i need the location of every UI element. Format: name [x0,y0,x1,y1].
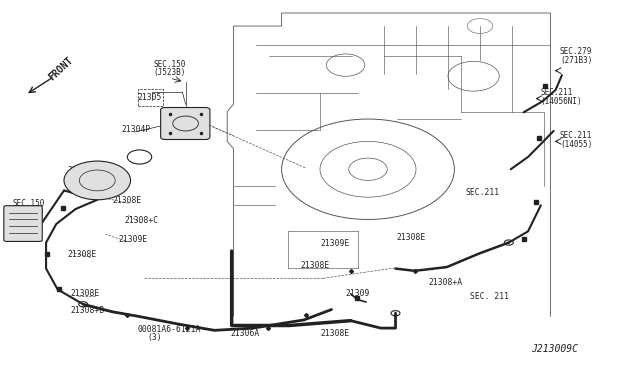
Text: SEC. 211: SEC. 211 [470,292,509,301]
Text: 21304P: 21304P [122,125,151,134]
Text: 21308E: 21308E [67,250,97,259]
Text: 21308E: 21308E [70,289,100,298]
Text: 21308E: 21308E [301,261,330,270]
Text: SEC.279: SEC.279 [560,47,593,56]
Text: 21308E: 21308E [112,196,141,205]
Text: (14056NI): (14056NI) [541,97,582,106]
Text: SEC.211: SEC.211 [560,131,593,140]
Text: 21309: 21309 [346,289,370,298]
Text: 21309E: 21309E [320,238,349,247]
Text: SEC.150: SEC.150 [13,199,45,208]
FancyBboxPatch shape [161,108,210,140]
Text: 21308+A: 21308+A [429,278,463,286]
Text: SEC.211: SEC.211 [466,188,500,197]
Text: 21305D: 21305D [67,166,97,175]
Text: FRONT: FRONT [47,55,75,83]
Text: 21308E: 21308E [320,328,349,337]
Text: 21306A: 21306A [230,328,260,337]
Text: (14055): (14055) [560,140,593,149]
Text: 21308E: 21308E [397,233,426,242]
Text: 21309E: 21309E [118,235,148,244]
Text: J213009C: J213009C [531,343,578,353]
Text: 21308+B: 21308+B [70,306,104,315]
Text: (271B3): (271B3) [560,56,593,65]
FancyBboxPatch shape [4,206,42,241]
Circle shape [64,161,131,200]
Text: (1520B): (1520B) [13,208,45,217]
Text: SEC.150: SEC.150 [154,60,186,69]
Text: SEC.211: SEC.211 [541,88,573,97]
Text: 00081A6-6121A: 00081A6-6121A [138,325,201,334]
Text: (J523B): (J523B) [154,68,186,77]
Text: 21308+C: 21308+C [125,216,159,225]
Text: (3): (3) [147,333,162,342]
Text: 21305: 21305 [138,93,162,102]
